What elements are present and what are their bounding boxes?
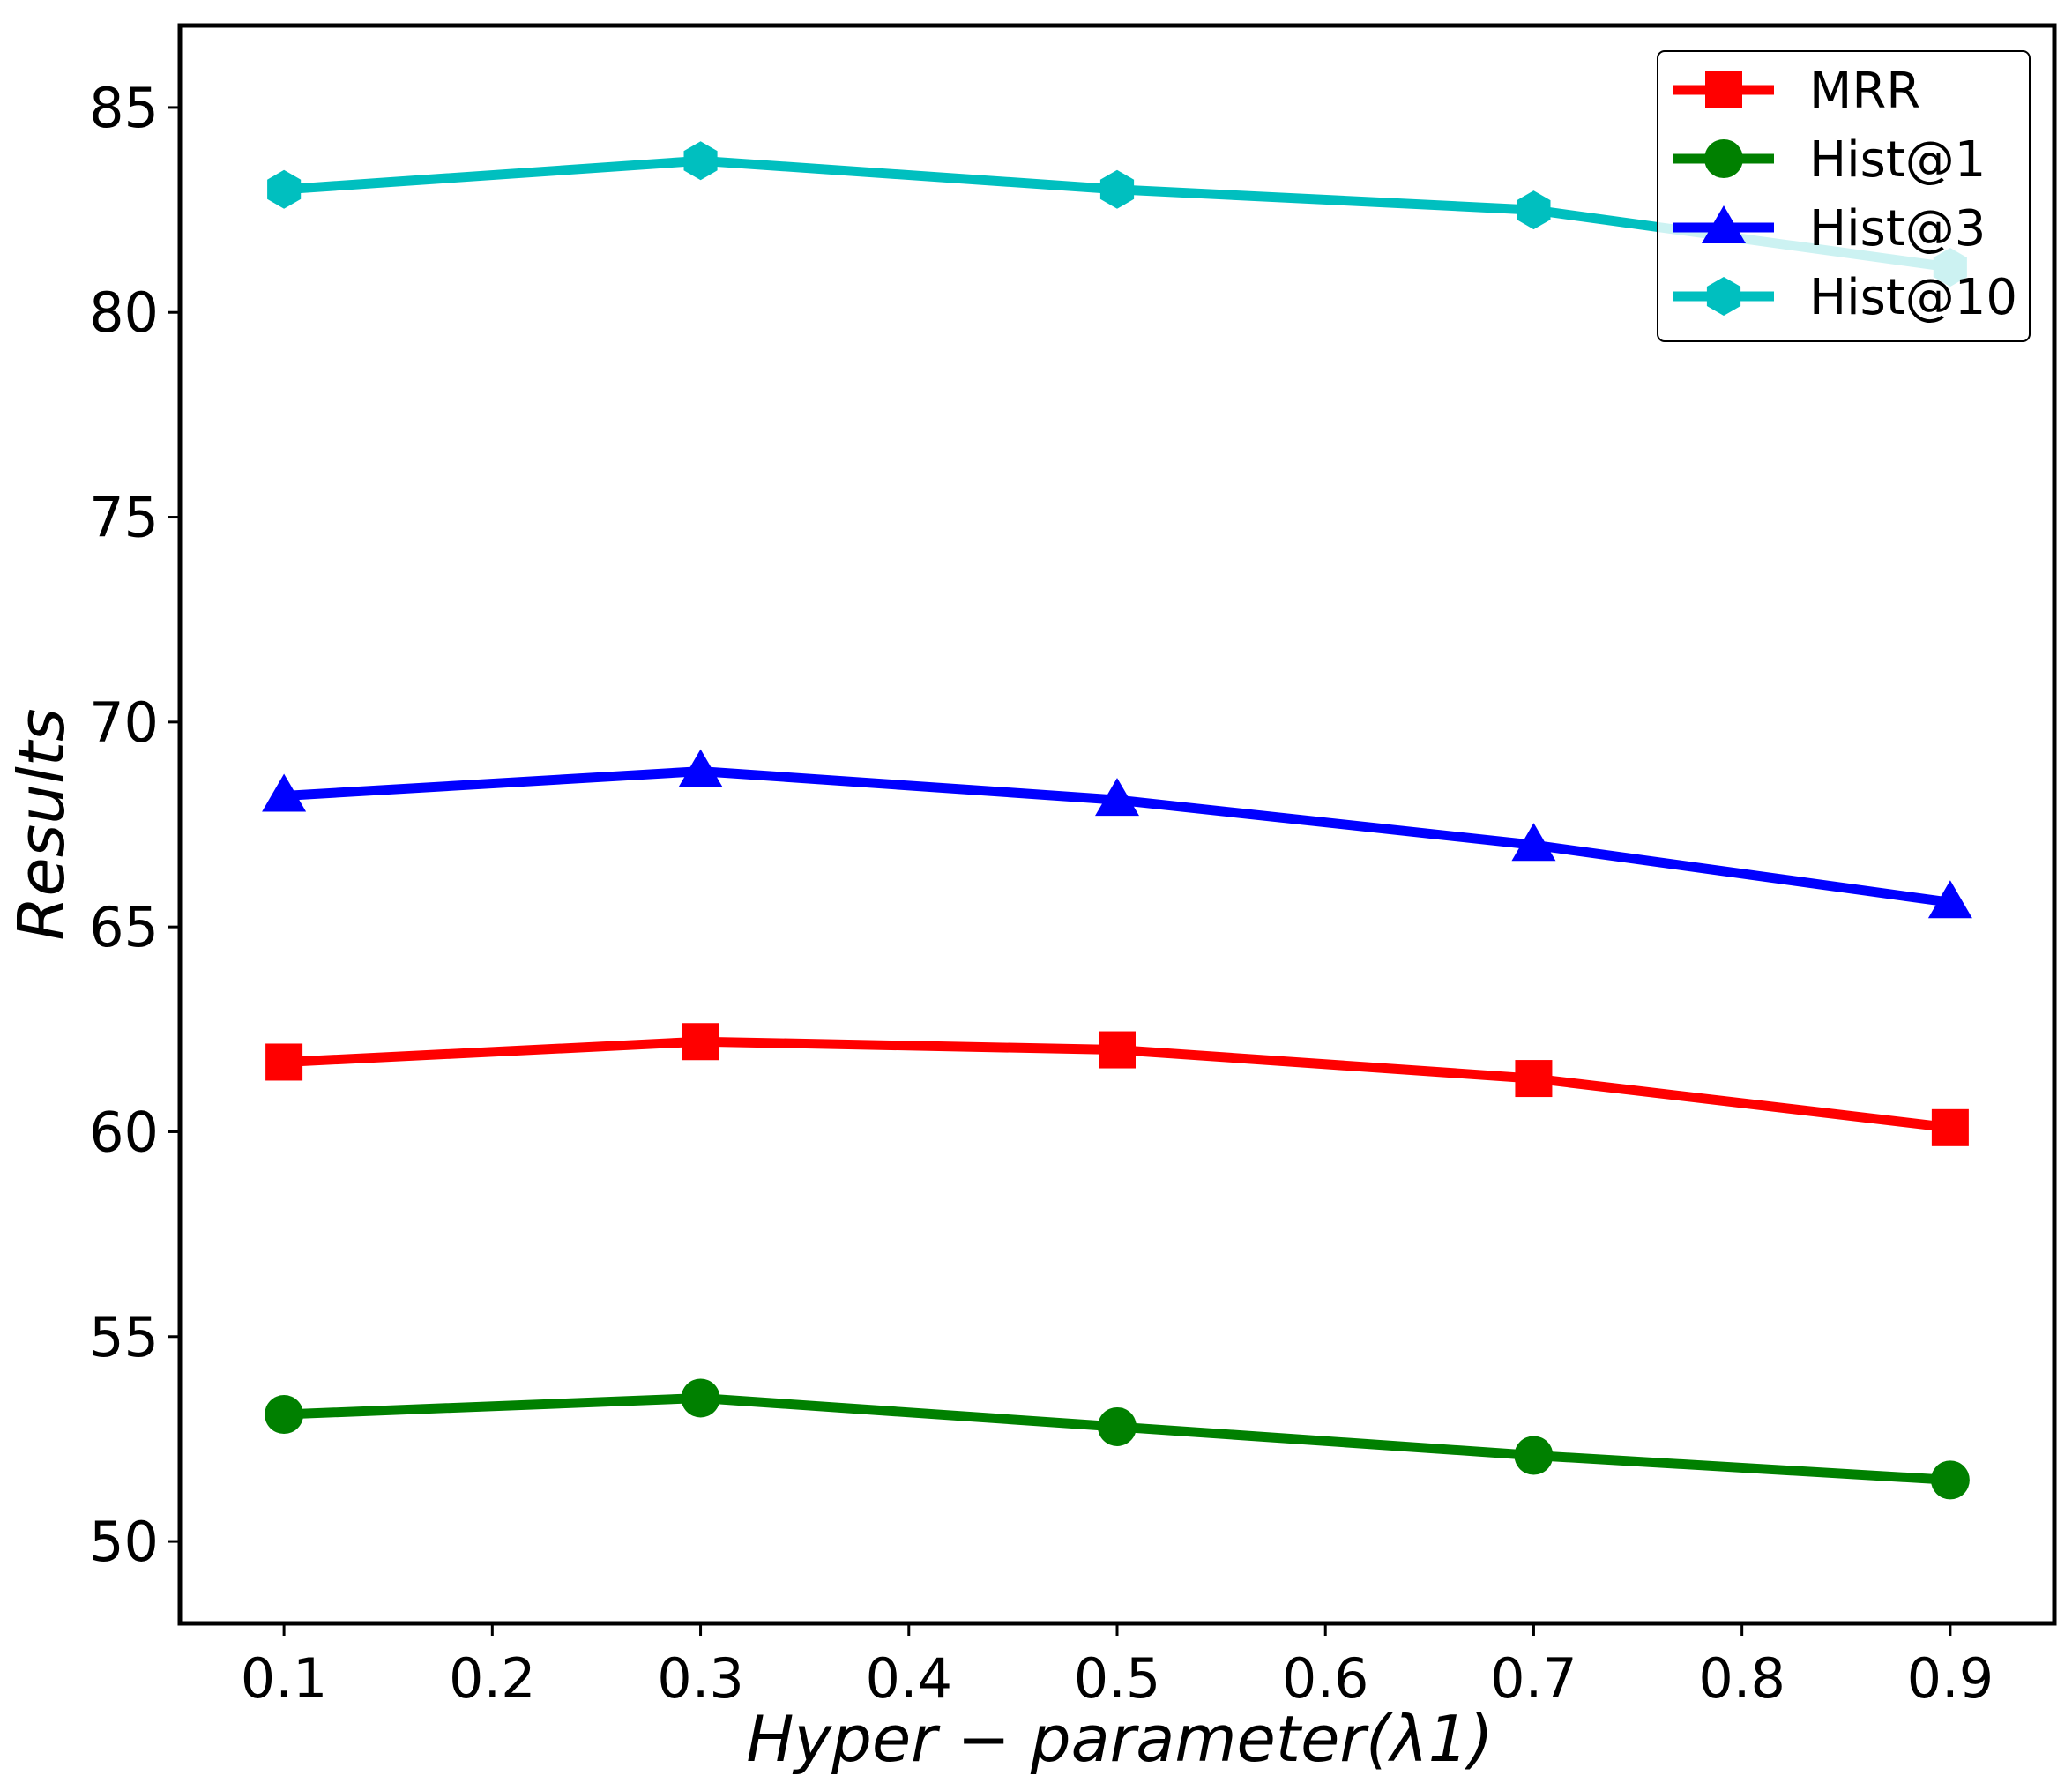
legend-item-hist-10: Hist@10: [1673, 269, 2017, 326]
legend-marker-hist-1: [1704, 139, 1743, 178]
x-tick-label: 0.6: [1282, 1646, 1369, 1711]
x-tick-label: 0.4: [865, 1646, 952, 1711]
x-axis: 0.1 0.2 0.3 0.4 0.5 0.6 0.7 0.8 0.9: [241, 1623, 1994, 1711]
y-tick-label: 65: [89, 895, 159, 959]
x-tick-label: 0.1: [241, 1646, 328, 1711]
y-axis: 50 55 60 65 70 75 80 85: [89, 76, 180, 1574]
data-point-mrr: [265, 1043, 303, 1081]
data-point-hist-1: [265, 1395, 304, 1435]
data-point-hist-10: [1517, 190, 1551, 230]
legend-box: [1657, 50, 2031, 342]
legend-label: Hist@10: [1809, 269, 2017, 326]
y-tick-label: 60: [89, 1100, 159, 1164]
y-axis-title: Results: [4, 708, 78, 940]
x-tick-label: 0.8: [1698, 1646, 1785, 1711]
legend-item-hist-1: Hist@1: [1673, 131, 1986, 189]
legend-label: Hist@3: [1809, 200, 1986, 257]
legend-marker-mrr: [1705, 71, 1742, 108]
y-tick-label: 55: [89, 1305, 159, 1369]
x-tick-label: 0.2: [449, 1646, 536, 1711]
legend-label: Hist@1: [1809, 131, 1986, 189]
data-point-hist-1: [1930, 1460, 1970, 1500]
y-tick-label: 70: [89, 690, 159, 755]
x-tick-label: 0.7: [1490, 1646, 1577, 1711]
data-point-hist-3: [1095, 778, 1139, 817]
data-point-mrr: [682, 1023, 719, 1061]
x-axis-title: Hyper − parameter(λ1): [746, 1702, 1493, 1776]
data-point-hist-3: [262, 773, 307, 812]
data-point-hist-3: [1511, 823, 1556, 862]
data-point-hist-10: [267, 169, 302, 209]
series-mrr: [265, 1023, 1969, 1146]
data-point-mrr: [1931, 1108, 1969, 1146]
series-hist-1: [265, 1378, 1970, 1500]
data-point-hist-3: [1927, 880, 1972, 919]
data-point-hist-1: [681, 1378, 720, 1418]
x-tick-label: 0.3: [657, 1646, 744, 1711]
y-tick-label: 50: [89, 1510, 159, 1574]
series-layer: [262, 141, 1972, 1500]
data-point-hist-3: [678, 749, 723, 787]
legend-item-mrr: MRR: [1673, 63, 1920, 120]
x-tick-label: 0.5: [1074, 1646, 1161, 1711]
data-point-mrr: [1099, 1031, 1136, 1069]
data-point-hist-1: [1514, 1436, 1554, 1475]
legend-marker-hist-3: [1702, 205, 1746, 243]
legend-item-hist-3: Hist@3: [1673, 200, 1986, 257]
x-tick-label: 0.9: [1907, 1646, 1994, 1711]
data-point-hist-1: [1098, 1406, 1137, 1446]
y-tick-label: 75: [89, 486, 159, 550]
y-tick-label: 85: [89, 76, 159, 140]
data-point-hist-10: [1099, 169, 1135, 209]
legend: MRR Hist@1 Hist@3 Hist@10: [1657, 50, 2031, 342]
series-hist-3: [262, 749, 1972, 919]
y-tick-label: 80: [89, 280, 159, 345]
data-point-mrr: [1515, 1060, 1553, 1098]
legend-label: MRR: [1809, 63, 1920, 120]
legend-marker-hist-10: [1706, 277, 1741, 316]
data-point-hist-10: [683, 141, 718, 181]
